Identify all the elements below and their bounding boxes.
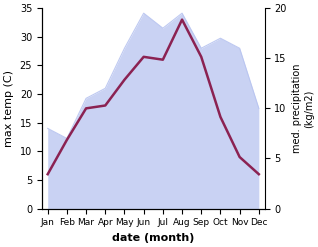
Y-axis label: med. precipitation
(kg/m2): med. precipitation (kg/m2)	[292, 64, 314, 153]
X-axis label: date (month): date (month)	[112, 233, 194, 243]
Y-axis label: max temp (C): max temp (C)	[4, 70, 14, 147]
